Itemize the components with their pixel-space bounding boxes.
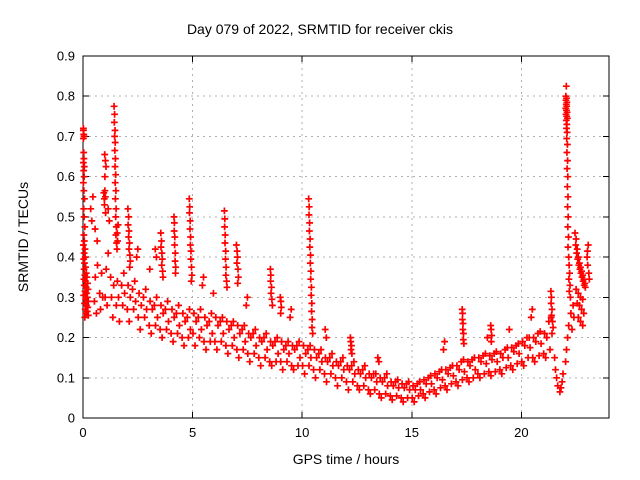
x-tick-label: 20 xyxy=(514,425,528,440)
y-tick-label: 0 xyxy=(68,411,75,426)
x-tick-label: 5 xyxy=(189,425,196,440)
x-axis-label: GPS time / hours xyxy=(292,451,400,467)
y-tick-label: 0.6 xyxy=(57,169,75,184)
tick-labels: 0 5 10 15 20 0 0.1 0.2 0.3 0.4 0.5 0.6 0.7 0.8 0.9 xyxy=(57,49,529,441)
data-points-srmtid xyxy=(80,82,593,406)
y-axis-label: SRMTID / TECUs xyxy=(15,181,31,293)
x-tick-label: 0 xyxy=(79,425,86,440)
axes-frame xyxy=(82,55,610,419)
y-tick-label: 0.8 xyxy=(57,89,75,104)
y-tick-label: 0.7 xyxy=(57,129,75,144)
chart-title: Day 079 of 2022, SRMTID for receiver cki… xyxy=(186,21,454,37)
grid-lines xyxy=(83,56,609,418)
y-tick-label: 0.4 xyxy=(57,250,75,265)
y-tick-label: 0.9 xyxy=(57,49,75,64)
y-tick-label: 0.5 xyxy=(57,209,75,224)
y-tick-label: 0.2 xyxy=(57,330,75,345)
y-tick-label: 0.3 xyxy=(57,290,75,305)
x-tick-label: 10 xyxy=(295,425,309,440)
x-tick-label: 15 xyxy=(405,425,419,440)
y-tick-label: 0.1 xyxy=(57,370,75,385)
